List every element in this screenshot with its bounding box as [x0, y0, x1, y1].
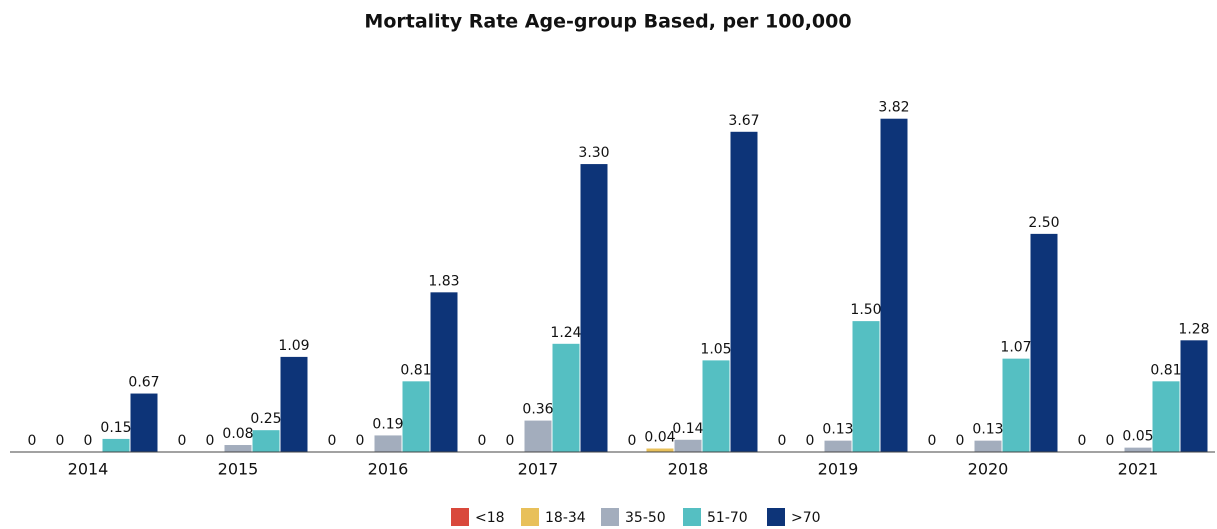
x-tick-label: 2018	[668, 460, 709, 479]
value-label: 0.36	[522, 402, 553, 418]
legend-label: 18-34	[545, 510, 586, 526]
bar	[1002, 358, 1030, 452]
legend-label: 35-50	[625, 510, 666, 526]
bar	[402, 381, 430, 452]
value-label: 0	[356, 433, 365, 449]
value-label: 0.05	[1122, 429, 1153, 445]
value-label: 0	[506, 433, 515, 449]
value-label: 0.81	[1150, 362, 1181, 378]
legend-swatch	[451, 508, 469, 526]
chart-title: Mortality Rate Age-group Based, per 100,…	[364, 11, 851, 33]
value-label: 1.05	[700, 341, 731, 357]
value-label: 2.50	[1028, 215, 1059, 231]
value-label: 0	[28, 433, 37, 449]
bar	[102, 438, 130, 452]
value-label: 0.25	[250, 411, 281, 427]
x-tick-label: 2014	[68, 460, 109, 479]
value-label: 0	[806, 433, 815, 449]
value-label: 0	[178, 433, 187, 449]
bar	[252, 430, 280, 452]
value-label: 3.30	[578, 145, 609, 161]
bar	[1152, 381, 1180, 452]
x-tick-label: 2020	[968, 460, 1009, 479]
x-tick-label: 2015	[218, 460, 259, 479]
value-label: 0	[56, 433, 65, 449]
x-tick-label: 2017	[518, 460, 559, 479]
bar	[646, 448, 674, 452]
value-label: 3.67	[728, 113, 759, 129]
x-tick-label: 2019	[818, 460, 859, 479]
value-label: 0.15	[100, 420, 131, 436]
value-label: 0	[206, 433, 215, 449]
value-label: 1.09	[278, 338, 309, 354]
bar	[524, 420, 552, 452]
bar	[702, 360, 730, 452]
value-label: 0.14	[672, 421, 703, 437]
legend-label: >70	[791, 510, 821, 526]
bar	[224, 445, 252, 452]
x-tick-label: 2021	[1118, 460, 1159, 479]
bar	[730, 131, 758, 453]
legend-swatch	[767, 508, 785, 526]
value-label: 0	[778, 433, 787, 449]
value-label: 0	[956, 433, 965, 449]
legend-label: <18	[475, 510, 505, 526]
legend-swatch	[683, 508, 701, 526]
value-label: 0	[1078, 433, 1087, 449]
value-label: 0	[478, 433, 487, 449]
bar	[880, 118, 908, 452]
bar	[1124, 447, 1152, 452]
value-label: 0	[84, 433, 93, 449]
bar	[130, 393, 158, 452]
value-label: 0.08	[222, 426, 253, 442]
value-label: 0.13	[822, 422, 853, 438]
value-label: 0	[1106, 433, 1115, 449]
value-label: 0.67	[128, 375, 159, 391]
value-label: 1.83	[428, 273, 459, 289]
bar	[1180, 340, 1208, 452]
bar	[974, 440, 1002, 452]
value-label: 0	[328, 433, 337, 449]
value-label: 1.28	[1178, 321, 1209, 337]
bar	[674, 439, 702, 452]
bar	[852, 321, 880, 452]
bar	[824, 440, 852, 452]
value-label: 0.04	[644, 430, 675, 446]
bar	[580, 164, 608, 452]
value-label: 0	[628, 433, 637, 449]
bar	[552, 343, 580, 452]
value-label: 0.19	[372, 416, 403, 432]
value-label: 3.82	[878, 100, 909, 116]
value-label: 0.13	[972, 422, 1003, 438]
bar	[430, 292, 458, 452]
legend-label: 51-70	[707, 510, 748, 526]
value-label: 1.24	[550, 325, 581, 341]
value-label: 1.07	[1000, 340, 1031, 356]
x-tick-label: 2016	[368, 460, 409, 479]
bar	[1030, 233, 1058, 452]
bar	[374, 435, 402, 452]
legend-swatch	[601, 508, 619, 526]
value-label: 0.81	[400, 362, 431, 378]
legend-swatch	[521, 508, 539, 526]
bar	[280, 356, 308, 452]
value-label: 0	[928, 433, 937, 449]
value-label: 1.50	[850, 302, 881, 318]
